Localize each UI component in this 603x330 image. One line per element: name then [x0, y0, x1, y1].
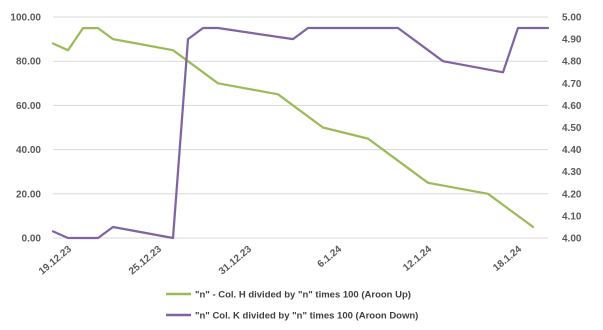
y-right-tick-label: 4.80	[562, 57, 582, 68]
series-lines	[51, 26, 550, 240]
x-tick-label: 25.12.23	[127, 244, 164, 278]
x-tick-label: 6.1.24	[316, 244, 345, 271]
y-left-tick-label: 60.00	[16, 101, 41, 112]
x-tick-label: 12.1.24	[401, 244, 434, 274]
legend-label: "n" - Col. H divided by "n" times 100 (A…	[195, 290, 411, 301]
legend: "n" - Col. H divided by "n" times 100 (A…	[166, 290, 418, 322]
y-left-tick-label: 0.00	[22, 234, 42, 245]
y-right-tick-label: 4.10	[562, 211, 582, 222]
y-left-tick-label: 20.00	[16, 189, 41, 200]
y-left-tick-label: 100.00	[10, 13, 41, 24]
y-left-tick-label: 40.00	[16, 145, 41, 156]
x-axis: 19.12.23 25.12.23 31.12.23 6.1.24 12.1.24 18.…	[37, 237, 548, 278]
x-tick-label: 19.12.23	[37, 244, 74, 278]
y-axis-left: 0.00 20.00 40.00 60.00 80.00 100.00	[10, 13, 41, 245]
y-axis-right: 4.00 4.10 4.20 4.30 4.40 4.50 4.60 4.70 4.80 4.90…	[562, 13, 582, 245]
y-right-tick-label: 4.40	[562, 145, 582, 156]
y-right-tick-label: 4.60	[562, 101, 582, 112]
y-right-tick-label: 4.20	[562, 189, 582, 200]
series-line-aroon-up	[51, 26, 535, 229]
legend-label: "n" Col. K divided by "n" times 100 (Aro…	[195, 311, 418, 322]
x-tick-label: 31.12.23	[217, 244, 254, 278]
y-right-tick-label: 4.50	[562, 123, 582, 134]
x-tick-label: 18.1.24	[491, 244, 524, 274]
y-right-tick-label: 4.70	[562, 79, 582, 90]
y-right-tick-label: 4.90	[562, 35, 582, 46]
grid-lines	[53, 16, 548, 239]
y-right-tick-label: 4.00	[562, 234, 582, 245]
series-line-aroon-down	[51, 26, 550, 240]
y-left-tick-label: 80.00	[16, 57, 41, 68]
y-right-tick-label: 5.00	[562, 13, 582, 24]
y-right-tick-label: 4.30	[562, 167, 582, 178]
